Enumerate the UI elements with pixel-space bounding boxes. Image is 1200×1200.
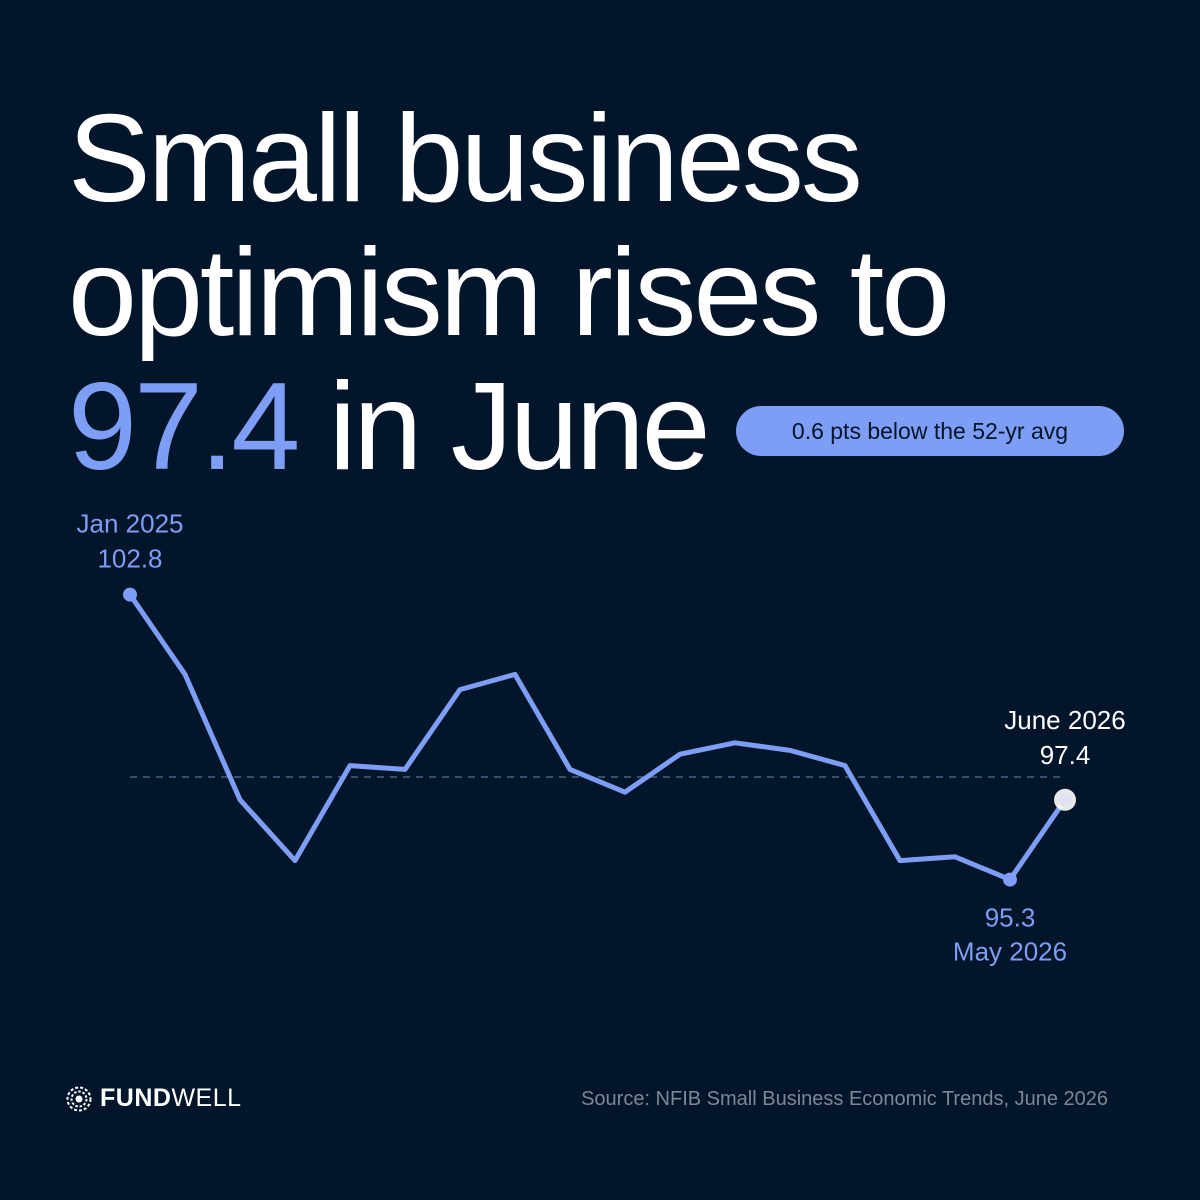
brand-name-bold: FUND	[100, 1084, 172, 1112]
point-label-june-2026-value: 97.4	[1040, 740, 1091, 770]
brand-wordmark: FUNDWELL	[100, 1084, 242, 1113]
headline-line-3: 97.4 in June	[68, 360, 947, 494]
fundwell-logo-icon	[66, 1086, 92, 1111]
avg-comparison-text: 0.6 pts below the 52-yr avg	[791, 417, 1069, 444]
brand-logo[interactable]: FUNDWELL	[66, 1084, 242, 1113]
source-note: Source: NFIB Small Business Economic Tre…	[581, 1088, 1108, 1110]
headline: Small business optimism rises to 97.4 in…	[68, 90, 950, 494]
point-label-may-2026-date: May 2026	[953, 937, 1067, 967]
headline-line-2: optimism rises to	[68, 224, 950, 362]
point-label-jan-2025-date: Jan 2025	[77, 509, 184, 539]
brand-name-light: WELL	[171, 1084, 242, 1112]
headline-value: 97.4	[68, 358, 300, 496]
point-marker-june-2026	[1058, 792, 1072, 807]
avg-comparison-badge: 0.6 pts below the 52-yr avg	[736, 406, 1124, 456]
point-marker-jan-2025	[123, 587, 137, 602]
series-line	[127, 592, 1068, 883]
headline-suffix: in June	[297, 358, 711, 496]
point-label-jan-2025-value: 102.8	[97, 544, 162, 574]
point-marker-may-2026	[1003, 872, 1017, 887]
point-label-june-2026-date: June 2026	[1004, 705, 1125, 735]
point-label-may-2026-value: 95.3	[985, 903, 1036, 933]
headline-line-1: Small business	[68, 90, 863, 228]
